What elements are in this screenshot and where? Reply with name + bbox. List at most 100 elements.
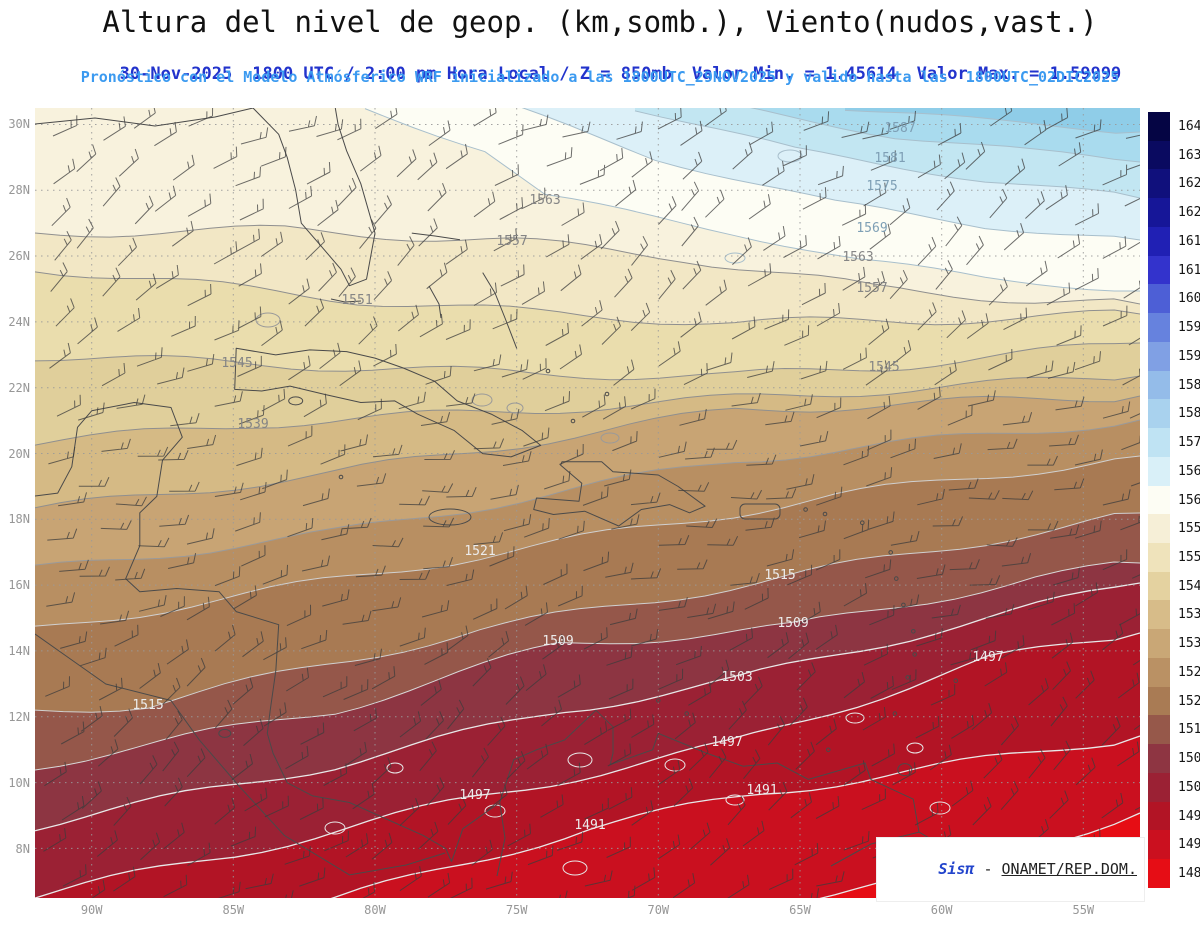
watermark-brand: Sisπ xyxy=(938,860,975,878)
colorbar-cell xyxy=(1148,543,1170,572)
contour-label: 1581 xyxy=(874,151,905,166)
contour-label: 1557 xyxy=(856,281,887,296)
colorbar-label: 1575 xyxy=(1178,435,1200,451)
colorbar-cell xyxy=(1148,772,1170,802)
wind-barbs-row xyxy=(61,777,1140,826)
contour-label: 1509 xyxy=(542,634,573,649)
wind-barbs-row xyxy=(48,425,1140,467)
colorbar-cell xyxy=(1148,456,1170,486)
subtitle-model: Pronóstico con el Modelo Atmósferico WRF… xyxy=(80,68,1120,86)
contour-label: 1587 xyxy=(884,121,915,136)
map-area: 1587 1581 1575 1569 1563 1557 1563 1557 1551 1545… xyxy=(35,108,1144,901)
colorbar-label: 1485 xyxy=(1178,866,1200,882)
colorbar-label: 1617 xyxy=(1178,233,1200,249)
colorbar-label: 1623 xyxy=(1178,205,1200,221)
lon-tick: 55W xyxy=(1072,903,1095,917)
lat-tick: 14N xyxy=(8,644,30,659)
colorbar-cell xyxy=(1148,657,1170,687)
lat-tick: 24N xyxy=(8,314,30,329)
contour-label: 1563 xyxy=(529,193,560,208)
watermark-org: ONAMET/REP.DOM. xyxy=(1001,860,1137,878)
value-max: Valor Max. = 1.59999 xyxy=(916,64,1122,84)
lat-tick: 26N xyxy=(8,249,30,264)
wind-barbs-row xyxy=(56,386,1140,427)
colorbar-label: 1539 xyxy=(1178,607,1200,623)
colorbar-cell xyxy=(1148,600,1170,630)
colorbar-cell xyxy=(1148,629,1170,658)
contour-label: 1515 xyxy=(132,698,163,713)
lon-tick: 90W xyxy=(80,903,103,917)
watermark-separator: - xyxy=(974,860,1002,878)
contour-label: 1503 xyxy=(721,670,752,685)
colorbar xyxy=(1148,112,1170,888)
lon-tick: 85W xyxy=(222,903,245,917)
colorbar-cell xyxy=(1148,341,1170,371)
contour-label: 1569 xyxy=(856,221,887,236)
colorbar-cell xyxy=(1148,801,1170,831)
colorbar-label: 1629 xyxy=(1178,176,1200,192)
contour-label: 1497 xyxy=(972,650,1003,665)
colorbar-cell xyxy=(1148,140,1170,170)
contour-label: 1557 xyxy=(496,234,527,249)
colorbar-cell xyxy=(1148,226,1170,256)
lon-tick: 60W xyxy=(930,903,953,917)
contour-label: 1521 xyxy=(464,544,495,559)
colorbar-cell xyxy=(1148,284,1170,314)
wind-barbs-row xyxy=(51,177,1140,227)
colorbar-cell xyxy=(1148,686,1170,716)
wind-barbs-row xyxy=(50,260,1140,307)
colorbar-cell xyxy=(1148,715,1170,745)
contour-label: 1491 xyxy=(746,783,777,798)
wind-barbs-row xyxy=(52,108,1140,147)
colorbar-cell xyxy=(1148,399,1170,429)
wind-barbs-row xyxy=(60,623,1140,667)
lat-tick: 20N xyxy=(8,446,30,461)
wind-barbs-row xyxy=(59,545,1140,587)
value-min: Valor Min. = 1.45614 xyxy=(691,64,897,84)
wind-barbs-row xyxy=(46,582,1140,627)
colorbar-label: 1533 xyxy=(1178,636,1200,652)
colorbar-label: 1569 xyxy=(1178,463,1200,479)
contour-label: 1497 xyxy=(459,788,490,803)
colorbar-label: 1503 xyxy=(1178,779,1200,795)
contour-label: 1545 xyxy=(221,356,252,371)
valid-time-level: 1800 UTC / 2:00 pm Hora Local / Z = 850m… xyxy=(252,64,672,84)
colorbar-label: 1605 xyxy=(1178,291,1200,307)
contour-label: 1551 xyxy=(341,293,372,308)
colorbar-cell xyxy=(1148,313,1170,342)
colorbar-label: 1587 xyxy=(1178,377,1200,393)
colorbar-cell xyxy=(1148,255,1170,285)
wind-barbs-row xyxy=(49,340,1140,387)
lon-tick: 65W xyxy=(789,903,811,917)
map-graphic: 1587 1581 1575 1569 1563 1557 1563 1557 1551 1545… xyxy=(35,108,1140,898)
colorbar-label: 1527 xyxy=(1178,664,1200,680)
lat-tick: 30N xyxy=(8,117,30,132)
valid-date: 30-Nov-2025 xyxy=(119,64,233,84)
lat-tick: 22N xyxy=(8,380,30,395)
colorbar-label: 1563 xyxy=(1178,492,1200,508)
contour-label: 1563 xyxy=(842,250,873,265)
colorbar-label: 1635 xyxy=(1178,147,1200,163)
colorbar-label: 1545 xyxy=(1178,578,1200,594)
contour-label: 1539 xyxy=(237,417,268,432)
wind-barbs-row xyxy=(60,696,1140,746)
wind-barbs-row xyxy=(47,511,1140,548)
wind-barbs-row xyxy=(44,739,1140,787)
watermark: Sisπ - ONAMET/REP.DOM. xyxy=(877,838,1144,901)
lat-tick: 10N xyxy=(8,775,30,790)
colorbar-cell xyxy=(1148,859,1170,888)
colorbar-label: 1491 xyxy=(1178,837,1200,853)
colorbar-label: 1581 xyxy=(1178,406,1200,422)
lon-tick: 80W xyxy=(364,903,386,917)
lat-tick: 18N xyxy=(8,512,30,527)
colorbar-cell xyxy=(1148,514,1170,544)
colorbar-cell xyxy=(1148,169,1170,199)
colorbar-cell xyxy=(1148,112,1170,141)
colorbar-cell xyxy=(1148,198,1170,227)
contour-label: 1545 xyxy=(868,360,899,375)
contour-label: 1575 xyxy=(866,179,897,194)
lon-tick: 70W xyxy=(647,903,670,917)
